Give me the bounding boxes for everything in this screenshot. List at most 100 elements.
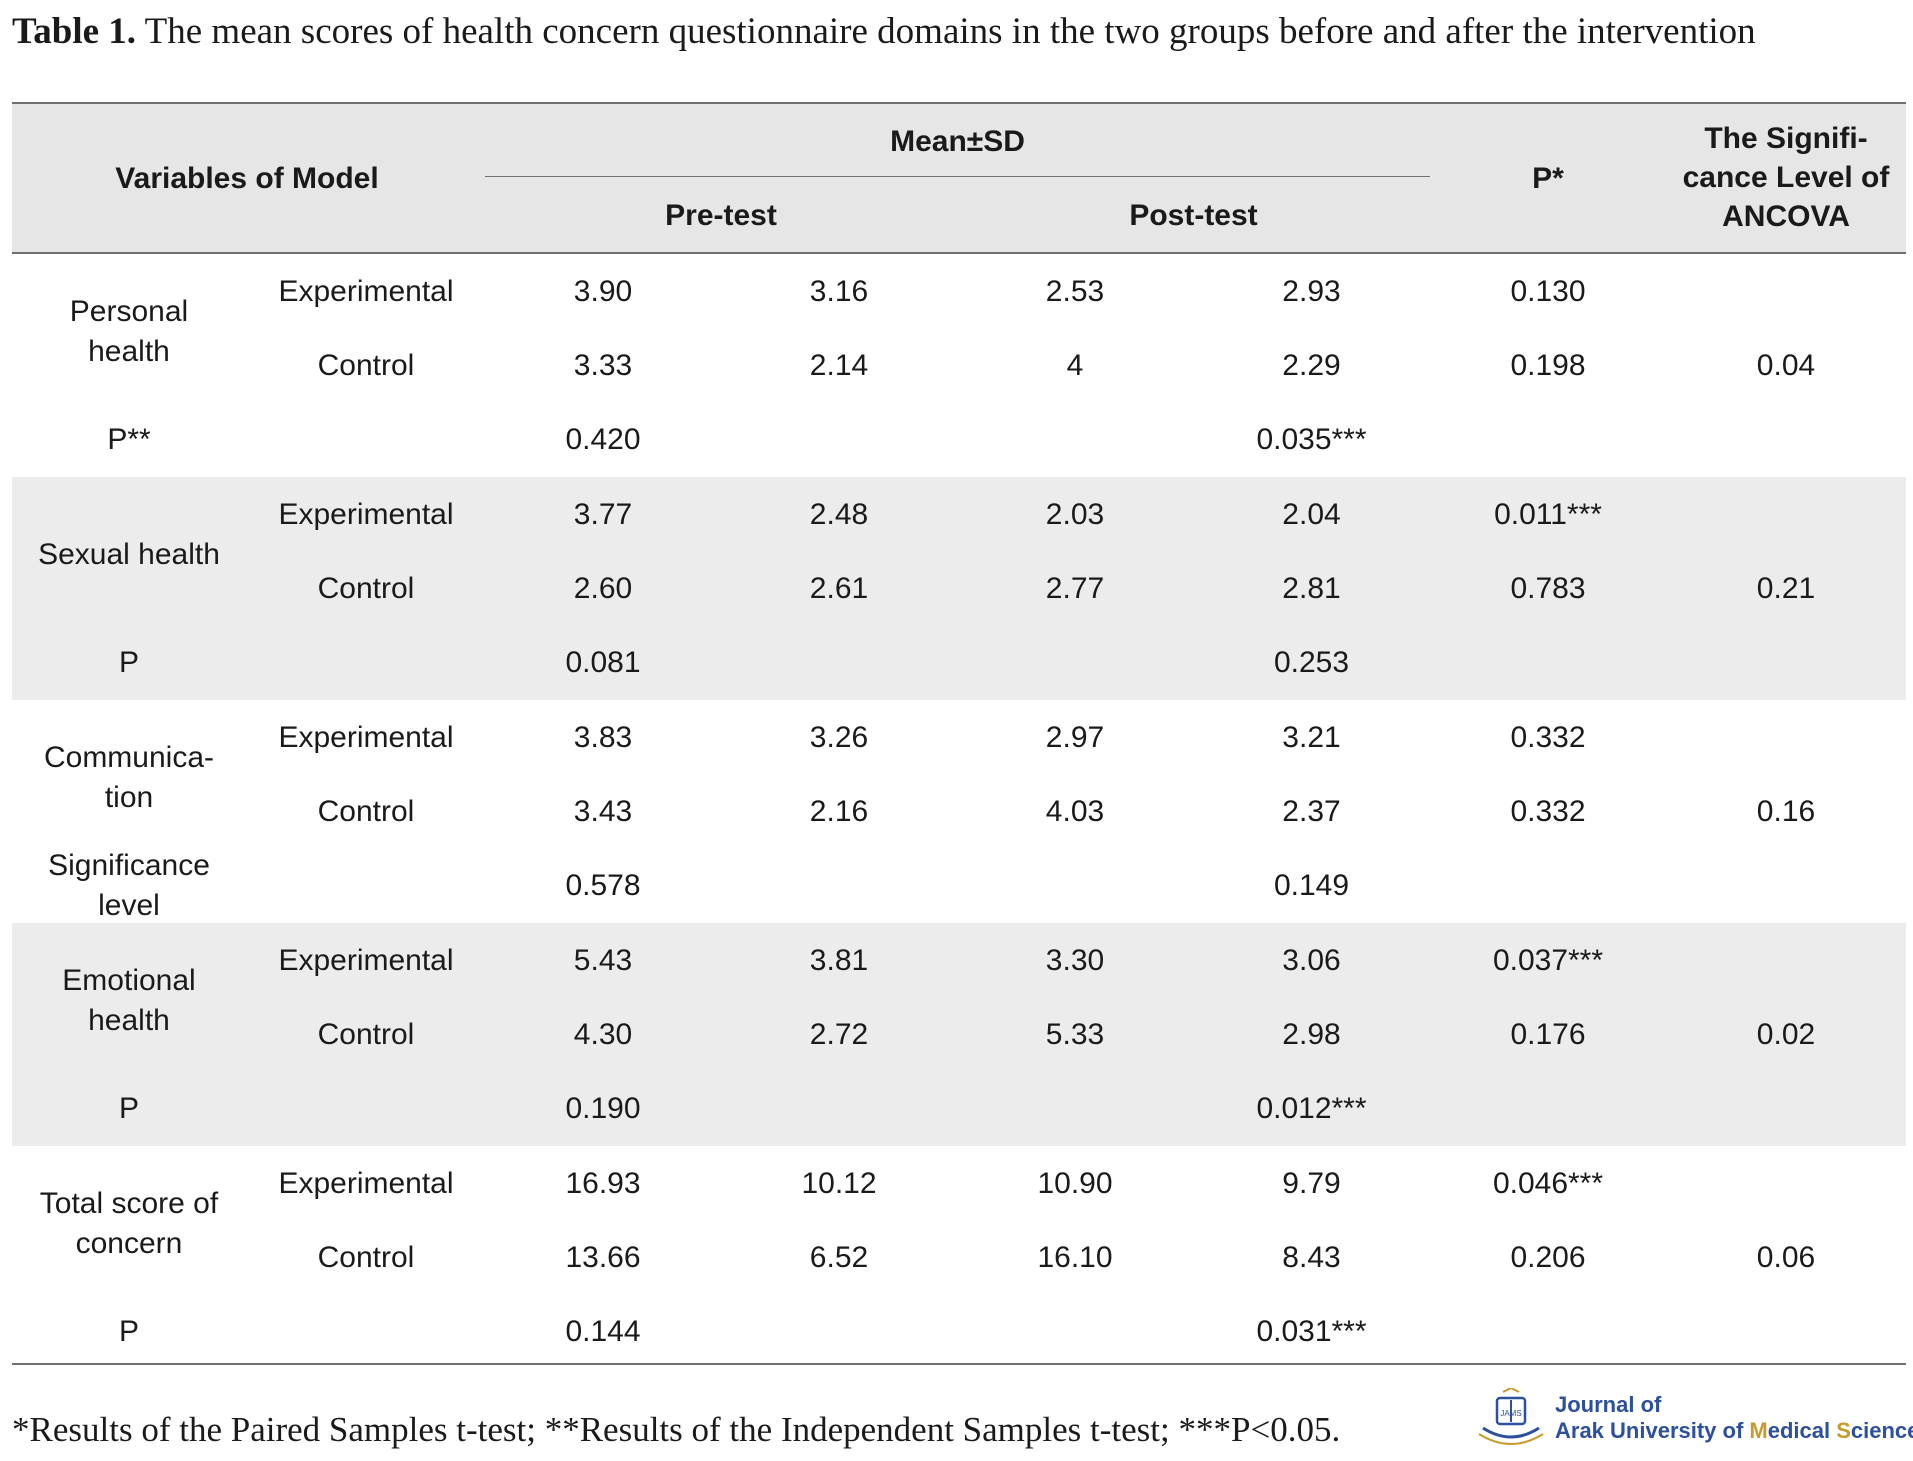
pre-test-mean: 3.33 [573,349,633,382]
post-test-sd: 9.79 [1282,1167,1341,1200]
shaded-section-band [12,923,1906,1146]
domain-label: Communica- [43,741,215,774]
caption-label: Table 1. [12,11,137,52]
significance-label: P [118,1092,139,1125]
post-test-mean: 4 [1066,349,1084,382]
mean-sd-underline [485,176,1430,177]
group-label: Experimental [278,275,454,308]
group-label: Control [317,349,415,382]
pre-test-sd: 2.48 [809,498,869,531]
header-ancova-line1: The Signifi- [1704,122,1868,155]
paired-p-value: 0.332 [1510,721,1586,754]
pre-test-mean: 2.60 [573,572,633,605]
post-test-mean: 5.33 [1045,1018,1105,1051]
significance-post: 0.035*** [1256,423,1367,456]
post-test-sd: 2.81 [1282,572,1341,605]
group-label: Control [317,572,415,605]
post-test-sd: 8.43 [1282,1241,1341,1274]
paired-p-value: 0.206 [1510,1241,1586,1274]
pre-test-sd: 2.72 [809,1018,869,1051]
group-label: Control [317,795,415,828]
post-test-sd: 2.98 [1282,1018,1341,1051]
pre-test-sd: 10.12 [801,1167,877,1200]
paired-p-value: 0.046*** [1492,1167,1604,1200]
post-test-sd: 3.06 [1282,944,1341,977]
post-test-sd: 2.04 [1282,498,1341,531]
header-ancova-line2: cance Level of [1682,161,1890,194]
post-test-mean: 4.03 [1045,795,1105,828]
post-test-sd: 3.21 [1282,721,1341,754]
pre-test-sd: 6.52 [809,1241,869,1274]
paired-p-value: 0.130 [1510,275,1586,308]
post-test-mean: 10.90 [1037,1167,1113,1200]
pre-test-mean: 3.83 [573,721,633,754]
pre-test-mean: 3.77 [573,498,633,531]
significance-label: level [98,889,160,922]
journal-name-part: M [1749,1418,1768,1443]
significance-pre: 0.420 [565,423,641,456]
group-label: Control [317,1018,415,1051]
paired-p-value: 0.332 [1510,795,1586,828]
pre-test-sd: 3.26 [809,721,869,754]
paired-p-value: 0.783 [1510,572,1586,605]
pre-test-sd: 3.16 [809,275,869,308]
journal-name-line2: Arak University of Medical Sciences [1555,1418,1913,1444]
group-label: Experimental [278,721,454,754]
post-test-mean: 2.77 [1045,572,1105,605]
significance-label: P [118,646,139,679]
domain-label: tion [104,781,154,814]
significance-post: 0.149 [1273,869,1350,902]
pre-test-sd: 2.61 [809,572,869,605]
footnote: *Results of the Paired Samples t-test; *… [12,1410,1341,1449]
header-pre-test: Pre-test [665,199,777,232]
pre-test-mean: 3.90 [573,275,633,308]
emblem-text: JAMS [1500,1409,1521,1418]
domain-label: Personal [69,295,189,328]
ancova-value: 0.04 [1756,349,1816,382]
post-test-mean: 2.53 [1045,275,1105,308]
ancova-value: 0.02 [1756,1018,1816,1051]
significance-post: 0.253 [1273,646,1350,679]
domain-label: Emotional [62,964,196,997]
significance-post: 0.012*** [1256,1092,1367,1125]
header-mean-sd: Mean±SD [890,125,1025,158]
group-label: Experimental [278,498,454,531]
significance-label: P** [107,423,151,456]
pre-test-mean: 4.30 [573,1018,633,1051]
top-rule [12,102,1906,104]
significance-label: P [118,1315,139,1348]
significance-pre: 0.081 [565,646,641,679]
group-label: Control [317,1241,415,1274]
ancova-value: 0.06 [1756,1241,1816,1274]
domain-label: health [88,335,170,368]
significance-pre: 0.144 [565,1315,641,1348]
table-caption: Table 1. The mean scores of health conce… [12,8,1756,56]
pre-test-sd: 2.14 [809,349,869,382]
journal-name: Journal of Arak University of Medical Sc… [1555,1392,1913,1444]
journal-name-part: S [1836,1418,1851,1443]
pre-test-mean: 5.43 [573,944,633,977]
pre-test-mean: 3.43 [573,795,633,828]
header-variables: Variables of Model [115,162,379,195]
header-band [12,103,1906,253]
journal-name-part: edical [1767,1418,1837,1443]
significance-post: 0.031*** [1256,1315,1367,1348]
journal-name-line1: Journal of [1555,1392,1662,1417]
post-test-mean: 3.30 [1045,944,1105,977]
paired-p-value: 0.198 [1510,349,1586,382]
paired-p-value: 0.037*** [1492,944,1604,977]
journal-logo: JAMS Journal of Arak University of Medic… [1475,1388,1913,1452]
group-label: Experimental [278,1167,454,1200]
domain-label: concern [75,1227,183,1260]
significance-pre: 0.190 [565,1092,641,1125]
pre-test-mean: 16.93 [565,1167,641,1200]
ancova-value: 0.16 [1756,795,1816,828]
header-ancova: The Signifi- cance Level of ANCOVA [1666,119,1906,236]
domain-label: Sexual health [38,538,220,571]
significance-pre: 0.578 [565,869,641,902]
shaded-section-band [12,477,1906,700]
paired-p-value: 0.176 [1510,1018,1586,1051]
group-label: Experimental [278,944,454,977]
header-p: P* [1532,162,1564,195]
significance-label: Significance [48,849,210,882]
